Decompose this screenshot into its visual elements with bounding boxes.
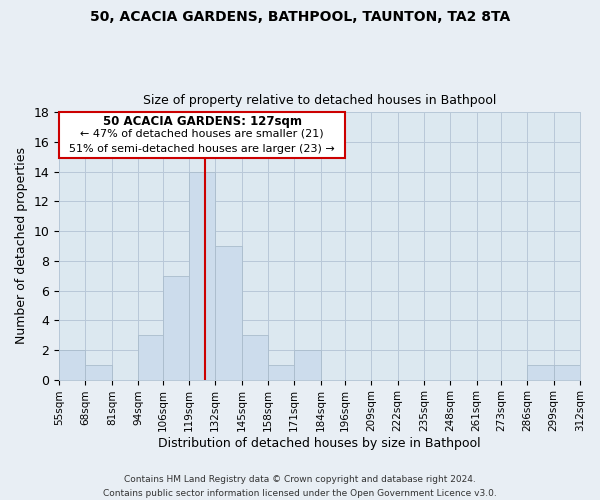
Bar bbox=[138, 335, 163, 380]
Bar bbox=[215, 246, 242, 380]
Bar bbox=[268, 364, 294, 380]
Bar bbox=[294, 350, 320, 380]
Bar bbox=[189, 172, 215, 380]
Text: Contains HM Land Registry data © Crown copyright and database right 2024.
Contai: Contains HM Land Registry data © Crown c… bbox=[103, 476, 497, 498]
Text: 50, ACACIA GARDENS, BATHPOOL, TAUNTON, TA2 8TA: 50, ACACIA GARDENS, BATHPOOL, TAUNTON, T… bbox=[90, 10, 510, 24]
Bar bbox=[554, 364, 580, 380]
Bar bbox=[59, 350, 85, 380]
Text: 51% of semi-detached houses are larger (23) →: 51% of semi-detached houses are larger (… bbox=[69, 144, 335, 154]
Bar bbox=[242, 335, 268, 380]
Text: ← 47% of detached houses are smaller (21): ← 47% of detached houses are smaller (21… bbox=[80, 129, 324, 139]
Y-axis label: Number of detached properties: Number of detached properties bbox=[15, 148, 28, 344]
Bar bbox=[527, 364, 554, 380]
Bar bbox=[85, 364, 112, 380]
Bar bbox=[163, 276, 189, 380]
FancyBboxPatch shape bbox=[59, 112, 345, 158]
X-axis label: Distribution of detached houses by size in Bathpool: Distribution of detached houses by size … bbox=[158, 437, 481, 450]
Title: Size of property relative to detached houses in Bathpool: Size of property relative to detached ho… bbox=[143, 94, 496, 107]
Text: 50 ACACIA GARDENS: 127sqm: 50 ACACIA GARDENS: 127sqm bbox=[103, 116, 302, 128]
